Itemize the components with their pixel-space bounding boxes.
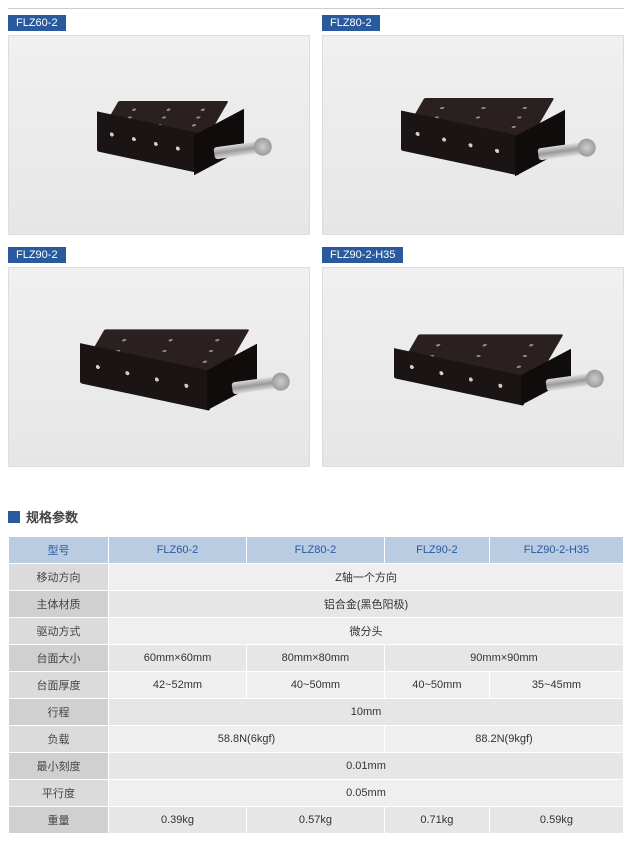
product-cell: FLZ80-2 [322,15,624,235]
header-model: FLZ60-2 [109,537,247,564]
cell-value: 0.57kg [246,807,384,834]
cell-value: 0.05mm [109,780,624,807]
cell-value: 40~50mm [384,672,489,699]
row-label: 重量 [9,807,109,834]
cell-value: 80mm×80mm [246,645,384,672]
table-row: 最小刻度0.01mm [9,753,624,780]
cell-value: 铝合金(黑色阳极) [109,591,624,618]
row-label: 负载 [9,726,109,753]
cell-value: 58.8N(6kgf) [109,726,385,753]
header-model: FLZ90-2-H35 [489,537,623,564]
stage-illustration [72,315,247,420]
cell-value: 90mm×90mm [384,645,623,672]
product-cell: FLZ60-2 [8,15,310,235]
product-cell: FLZ90-2-H35 [322,247,624,467]
product-label: FLZ60-2 [8,15,66,31]
row-label: 台面大小 [9,645,109,672]
product-image [8,35,310,235]
header-model: FLZ80-2 [246,537,384,564]
section-header: 规格参数 [8,507,624,526]
row-label: 驱动方式 [9,618,109,645]
stage-illustration [393,85,553,185]
row-label: 移动方向 [9,564,109,591]
product-label: FLZ80-2 [322,15,380,31]
header-model: FLZ90-2 [384,537,489,564]
row-label: 主体材质 [9,591,109,618]
header-label: 型号 [9,537,109,564]
cell-value: 88.2N(9kgf) [384,726,623,753]
table-row: 台面厚度42~52mm40~50mm40~50mm35~45mm [9,672,624,699]
table-row: 负载58.8N(6kgf)88.2N(9kgf) [9,726,624,753]
cell-value: 35~45mm [489,672,623,699]
cell-value: 0.71kg [384,807,489,834]
product-label: FLZ90-2 [8,247,66,263]
table-row: 台面大小60mm×60mm80mm×80mm90mm×90mm [9,645,624,672]
table-row: 移动方向Z轴一个方向 [9,564,624,591]
stage-illustration [89,90,229,180]
section-title: 规格参数 [26,507,78,526]
section-square-icon [8,511,20,523]
cell-value: Z轴一个方向 [109,564,624,591]
row-label: 平行度 [9,780,109,807]
cell-value: 0.39kg [109,807,247,834]
cell-value: 0.01mm [109,753,624,780]
row-label: 最小刻度 [9,753,109,780]
cell-value: 40~50mm [246,672,384,699]
cell-value: 0.59kg [489,807,623,834]
table-header-row: 型号 FLZ60-2 FLZ80-2 FLZ90-2 FLZ90-2-H35 [9,537,624,564]
product-image [322,35,624,235]
table-row: 主体材质铝合金(黑色阳极) [9,591,624,618]
cell-value: 60mm×60mm [109,645,247,672]
row-label: 行程 [9,699,109,726]
cell-value: 10mm [109,699,624,726]
cell-value: 42~52mm [109,672,247,699]
cell-value: 微分头 [109,618,624,645]
table-row: 平行度0.05mm [9,780,624,807]
stage-illustration [386,320,561,415]
table-row: 行程10mm [9,699,624,726]
product-grid: FLZ60-2 FLZ80-2 FLZ90-2 FLZ90-2-H35 [8,8,624,467]
table-row: 驱动方式微分头 [9,618,624,645]
product-label: FLZ90-2-H35 [322,247,403,263]
table-row: 重量0.39kg0.57kg0.71kg0.59kg [9,807,624,834]
product-cell: FLZ90-2 [8,247,310,467]
product-image [322,267,624,467]
product-image [8,267,310,467]
row-label: 台面厚度 [9,672,109,699]
spec-table: 型号 FLZ60-2 FLZ80-2 FLZ90-2 FLZ90-2-H35 移… [8,536,624,834]
